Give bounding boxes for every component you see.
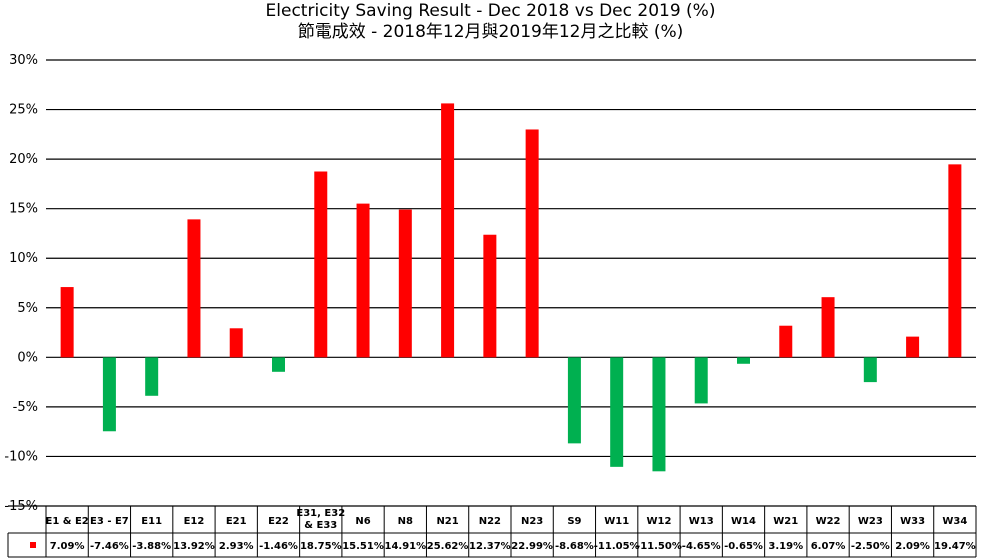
data-label: -11.05% — [594, 541, 640, 552]
data-label: -0.65% — [724, 541, 763, 552]
y-tick-label: 30% — [9, 53, 38, 68]
chart-subtitle: 節電成效 - 2018年12月與2019年12月之比較 (%) — [297, 22, 684, 42]
bar — [145, 357, 159, 396]
bar — [314, 171, 328, 358]
data-label: -3.88% — [132, 541, 171, 552]
x-tick-label: E22 — [268, 516, 289, 527]
y-tick-label: -5% — [13, 400, 38, 415]
bar — [779, 325, 793, 358]
data-label: -8.68% — [555, 541, 594, 552]
y-tick-label: 15% — [9, 202, 38, 217]
bar — [356, 203, 370, 358]
x-tick-label: N6 — [355, 516, 370, 527]
data-label: 3.19% — [768, 541, 803, 552]
bar — [272, 357, 285, 372]
bar — [525, 129, 539, 358]
x-tick-label: N8 — [398, 516, 413, 527]
data-label: 22.99% — [511, 541, 553, 552]
x-tick-label: E21 — [226, 516, 247, 527]
bar — [229, 328, 243, 358]
bar — [441, 103, 455, 358]
x-tick-label: N22 — [479, 516, 501, 527]
x-tick-label: W12 — [646, 516, 671, 527]
bar — [610, 357, 624, 467]
x-tick-label: W11 — [604, 516, 629, 527]
data-label: -2.50% — [851, 541, 890, 552]
data-label: 15.51% — [342, 541, 384, 552]
chart-title: Electricity Saving Result - Dec 2018 vs … — [265, 1, 716, 21]
data-label: 25.62% — [427, 541, 469, 552]
data-label: -1.46% — [259, 541, 298, 552]
y-tick-label: 25% — [9, 103, 38, 118]
x-tick-label: W23 — [858, 516, 883, 527]
y-tick-label: 0% — [17, 350, 38, 365]
y-tick-label: 10% — [9, 251, 38, 266]
legend-marker — [30, 542, 36, 548]
data-label: 7.09% — [50, 541, 85, 552]
bar — [187, 219, 201, 358]
x-tick-label: N23 — [521, 516, 543, 527]
data-label: 2.09% — [895, 541, 930, 552]
data-label: 19.47% — [934, 541, 976, 552]
x-tick-label: W34 — [942, 516, 967, 527]
x-tick-label: E11 — [141, 516, 162, 527]
x-tick-label: E1 & E2 — [46, 516, 89, 527]
bar — [948, 164, 962, 358]
x-tick-label: & E33 — [304, 520, 337, 531]
x-tick-label: W14 — [731, 516, 756, 527]
bar — [60, 287, 74, 358]
data-label: 14.91% — [384, 541, 426, 552]
bar — [652, 357, 666, 472]
data-label: 6.07% — [811, 541, 846, 552]
x-tick-label: W22 — [816, 516, 841, 527]
y-tick-label: 20% — [9, 152, 38, 167]
bar — [483, 234, 497, 358]
bar — [398, 209, 412, 358]
y-tick-label: 5% — [17, 301, 38, 316]
bar — [567, 357, 581, 444]
x-tick-label: E12 — [184, 516, 205, 527]
data-label: 13.92% — [173, 541, 215, 552]
x-tick-label: W21 — [773, 516, 798, 527]
x-tick-label: S9 — [567, 516, 581, 527]
bar — [821, 297, 835, 358]
bar — [737, 357, 750, 364]
bar — [102, 357, 116, 432]
bar — [863, 357, 877, 383]
x-tick-label: N21 — [436, 516, 458, 527]
data-label: 2.93% — [219, 541, 254, 552]
data-label: -7.46% — [90, 541, 129, 552]
data-label: -4.65% — [682, 541, 721, 552]
x-tick-label: W33 — [900, 516, 925, 527]
x-tick-label: E31, E32 — [296, 508, 345, 519]
bar — [906, 336, 920, 358]
data-label: 12.37% — [469, 541, 511, 552]
data-label: 18.75% — [300, 541, 342, 552]
y-tick-label: -10% — [4, 449, 38, 464]
x-tick-label: W13 — [689, 516, 714, 527]
data-label: -11.50% — [636, 541, 682, 552]
bar — [694, 357, 708, 404]
x-tick-label: E3 - E7 — [90, 516, 129, 527]
